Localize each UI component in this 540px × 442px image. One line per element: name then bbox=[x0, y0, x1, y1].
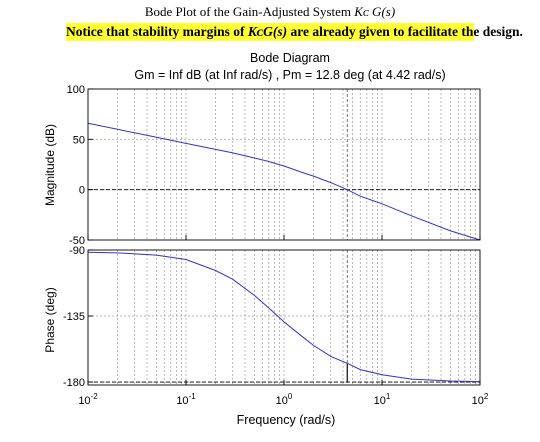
phase-y-tick-label: -135 bbox=[63, 311, 85, 323]
magnitude-curve bbox=[87, 122, 481, 241]
stability-note: Notice that stability margins of KᴄG(s) … bbox=[66, 23, 523, 41]
magnitude-y-tick-label: -50 bbox=[69, 235, 85, 247]
phase-y-tick-label: -180 bbox=[63, 377, 85, 389]
stability-note-math: KᴄG(s) bbox=[247, 24, 288, 39]
page-title-math: Kᴄ G(s) bbox=[354, 4, 396, 19]
x-tick-label: 101 bbox=[374, 392, 391, 407]
page-title: Bode Plot of the Gain-Adjusted System Kᴄ… bbox=[0, 4, 540, 20]
stability-note-suffix: are already given to facilitate the desi… bbox=[287, 24, 523, 39]
x-tick-label: 10-1 bbox=[176, 392, 196, 407]
magnitude-y-tick-label: 100 bbox=[67, 84, 85, 96]
curve-layer bbox=[87, 122, 481, 383]
phase-curve bbox=[87, 251, 481, 383]
axes-layer: -50 0 50 100 -180 -135 -90 10-2 10-1 100 101 102 bbox=[63, 84, 489, 407]
magnitude-y-axis-label: Magnitude (dB) bbox=[43, 124, 57, 206]
magnitude-y-tick-label: 0 bbox=[79, 185, 85, 197]
magnitude-y-tick-label: 50 bbox=[73, 134, 85, 146]
chart-title: Bode Diagram bbox=[250, 51, 330, 65]
x-tick-label: 102 bbox=[472, 392, 489, 407]
phase-y-axis-label: Phase (deg) bbox=[43, 287, 57, 352]
chart-subtitle: Gm = Inf dB (at Inf rad/s) , Pm = 12.8 d… bbox=[134, 68, 445, 82]
stability-note-prefix: Notice that stability margins of bbox=[66, 24, 248, 39]
x-axis-label: Frequency (rad/s) bbox=[237, 413, 336, 427]
x-tick-label: 10-2 bbox=[78, 392, 98, 407]
page-title-text: Bode Plot of the Gain-Adjusted System bbox=[144, 4, 355, 19]
phase-y-tick-label: -90 bbox=[69, 245, 85, 257]
x-tick-label: 100 bbox=[276, 392, 293, 407]
